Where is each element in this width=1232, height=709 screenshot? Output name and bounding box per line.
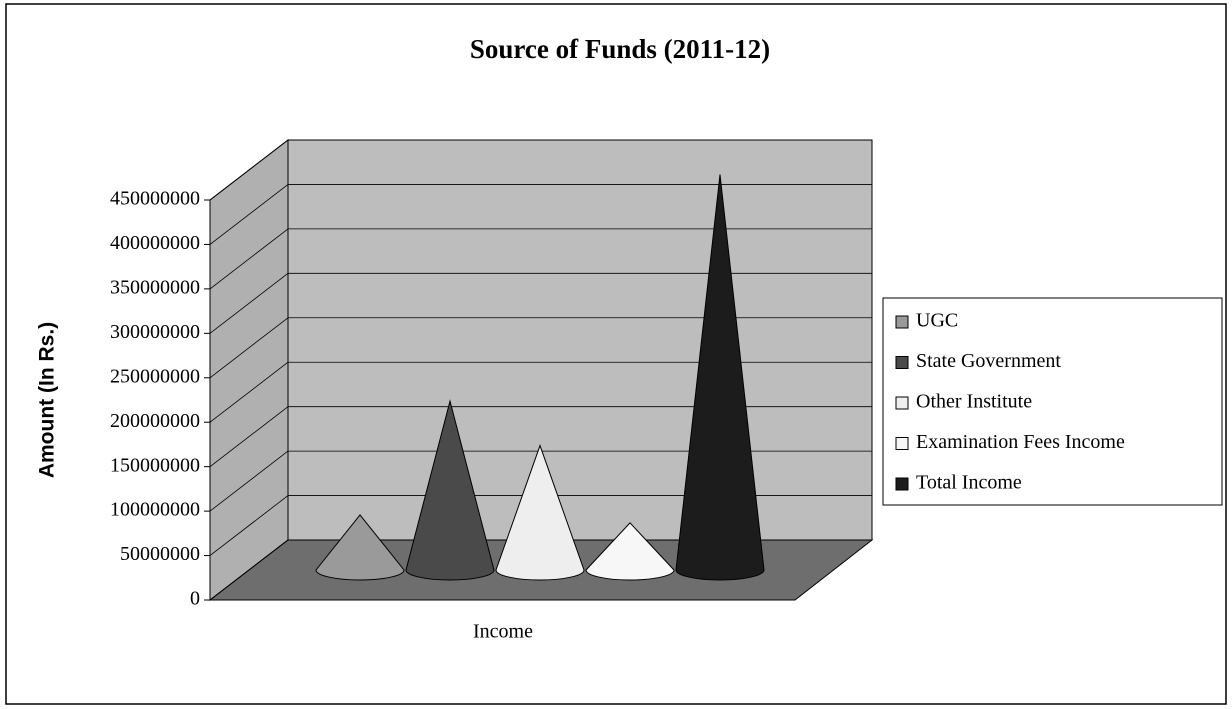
back-wall [287,139,873,541]
cone [585,522,675,581]
legend [882,297,1223,506]
legend-swatch [895,477,909,491]
y-tick-label: 400000000 [110,232,200,254]
grid-line [209,139,289,201]
grid-line [209,406,289,467]
legend-label: Examination Fees Income [916,431,1125,453]
cone [315,514,405,581]
cone [495,444,585,581]
grid-line [209,273,289,334]
grid-line [209,495,289,556]
legend-swatch [895,396,909,410]
grid-line [209,539,289,601]
x-tick-label: Income [473,621,533,643]
y-tick-label: 0 [190,588,200,610]
legend-swatch [895,315,909,329]
legend-label: Other Institute [916,391,1032,413]
legend-label: UGC [916,310,958,332]
legend-swatch [895,437,909,450]
y-tick-label: 450000000 [110,188,200,210]
y-tick-label: 250000000 [110,365,200,387]
chart-title: Source of Funds (2011-12) [470,34,770,64]
legend-swatch [895,356,909,369]
cone [405,399,495,581]
grid-line [209,317,289,379]
y-tick-label: 200000000 [110,410,200,432]
legend-label: Total Income [916,472,1022,494]
grid-line [209,184,289,245]
y-axis-label: Amount (In Rs.) [36,322,59,478]
legend-label: State Government [916,350,1061,372]
grid-line [209,228,289,290]
y-tick-label: 300000000 [110,321,200,343]
y-tick-label: 100000000 [110,499,200,521]
grid-line [209,361,289,423]
y-tick-label: 350000000 [110,276,200,298]
grid-line [209,450,289,512]
cone [675,174,765,581]
y-tick-label: 150000000 [110,454,200,476]
side-wall [209,138,289,602]
y-tick-label: 50000000 [120,543,200,565]
